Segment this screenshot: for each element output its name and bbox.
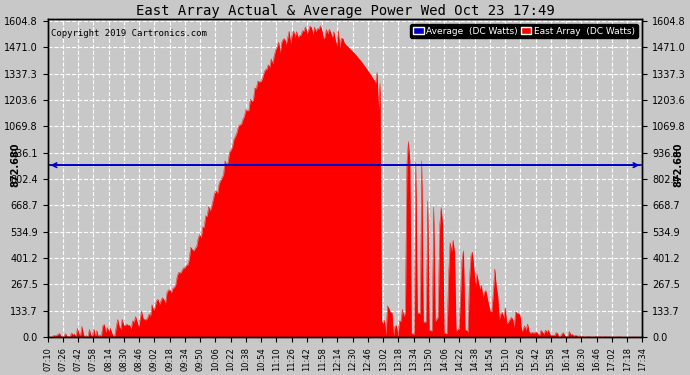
Text: 872.680: 872.680 — [673, 143, 683, 188]
Text: Copyright 2019 Cartronics.com: Copyright 2019 Cartronics.com — [50, 29, 206, 38]
Text: 872.680: 872.680 — [10, 143, 20, 188]
Legend: Average  (DC Watts), East Array  (DC Watts): Average (DC Watts), East Array (DC Watts… — [410, 24, 638, 38]
Title: East Array Actual & Average Power Wed Oct 23 17:49: East Array Actual & Average Power Wed Oc… — [136, 4, 554, 18]
